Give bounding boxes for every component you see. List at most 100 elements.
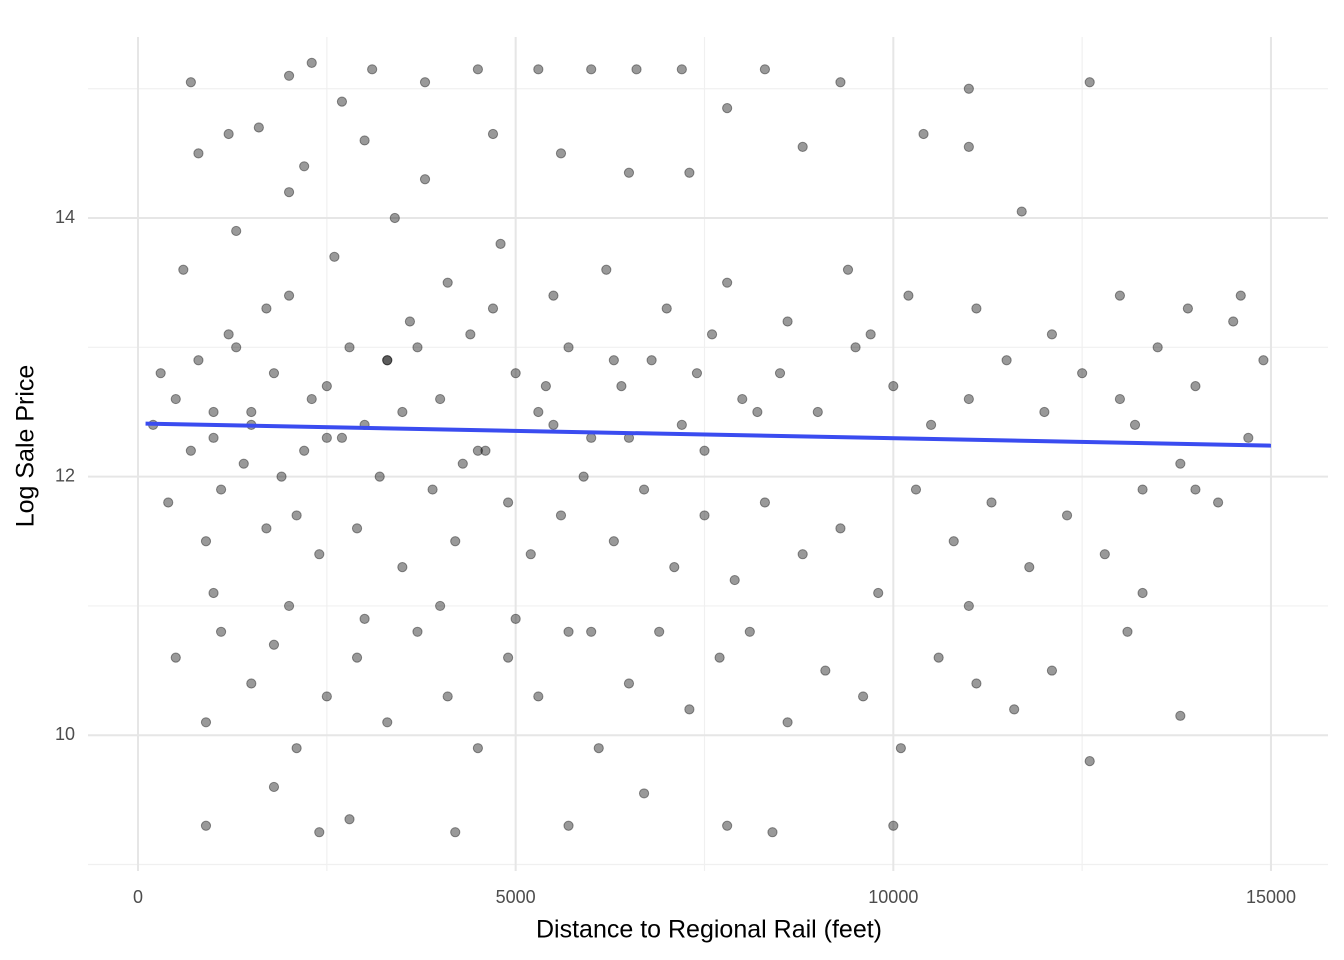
point xyxy=(374,471,385,482)
point xyxy=(321,691,332,702)
point xyxy=(276,471,287,482)
point xyxy=(684,167,695,178)
point xyxy=(797,549,808,560)
point xyxy=(435,600,446,612)
point xyxy=(419,174,431,185)
point xyxy=(412,626,423,637)
point xyxy=(487,128,499,140)
point xyxy=(382,717,393,728)
point xyxy=(314,827,325,838)
point xyxy=(163,497,174,508)
point xyxy=(1175,458,1186,469)
point xyxy=(1039,406,1050,418)
point xyxy=(555,510,567,521)
point xyxy=(397,562,408,573)
point xyxy=(1190,381,1201,392)
point xyxy=(669,562,680,573)
point xyxy=(503,652,514,663)
point xyxy=(1137,484,1148,495)
point xyxy=(555,148,567,159)
point xyxy=(442,691,453,702)
point xyxy=(722,277,733,288)
point xyxy=(563,342,574,353)
point xyxy=(1235,290,1246,301)
point xyxy=(344,342,355,353)
point xyxy=(193,355,204,366)
point xyxy=(359,613,370,624)
point xyxy=(963,83,974,94)
point xyxy=(1228,316,1239,327)
point xyxy=(835,77,846,88)
point xyxy=(963,141,974,153)
point xyxy=(442,277,453,288)
point xyxy=(472,445,483,456)
point xyxy=(344,814,355,825)
point xyxy=(283,290,295,301)
point xyxy=(729,574,740,586)
point xyxy=(291,743,302,754)
point xyxy=(314,549,325,560)
point xyxy=(480,445,491,456)
point xyxy=(1099,549,1110,560)
point xyxy=(291,510,302,521)
point xyxy=(321,432,332,443)
point xyxy=(752,406,763,418)
point xyxy=(200,717,212,728)
point xyxy=(1243,432,1254,443)
point xyxy=(835,523,846,534)
point xyxy=(261,523,272,534)
point xyxy=(842,264,854,275)
point xyxy=(435,393,446,405)
point xyxy=(646,355,657,366)
point xyxy=(699,445,710,456)
point xyxy=(925,419,937,431)
point xyxy=(623,167,635,178)
point xyxy=(351,523,363,534)
point xyxy=(623,678,635,689)
point xyxy=(321,381,332,392)
x-tick-label: 15000 xyxy=(1246,887,1296,907)
point xyxy=(1175,710,1186,721)
point xyxy=(170,393,181,405)
x-axis-title: Distance to Regional Rail (feet) xyxy=(536,916,882,944)
point xyxy=(510,368,521,379)
x-tick-label: 0 xyxy=(133,887,143,907)
point xyxy=(737,393,748,405)
point xyxy=(578,471,589,482)
point xyxy=(283,70,295,81)
point xyxy=(419,77,431,88)
point xyxy=(472,64,483,75)
point xyxy=(722,820,733,831)
point xyxy=(200,536,212,547)
fit-line xyxy=(145,421,1272,448)
point xyxy=(608,355,619,366)
point xyxy=(208,406,219,418)
point xyxy=(253,122,264,133)
point xyxy=(1084,755,1095,767)
point xyxy=(676,64,687,75)
point xyxy=(1114,290,1126,301)
point xyxy=(450,536,461,547)
point xyxy=(306,57,317,68)
point xyxy=(1114,393,1126,405)
point xyxy=(359,135,370,146)
point xyxy=(412,342,423,353)
point xyxy=(548,290,559,301)
point xyxy=(178,264,189,275)
point xyxy=(193,148,204,159)
point xyxy=(661,303,672,314)
point xyxy=(208,587,219,599)
point xyxy=(215,484,227,495)
point xyxy=(654,626,665,637)
point xyxy=(525,549,536,560)
point xyxy=(888,381,899,392)
point xyxy=(336,96,348,107)
point xyxy=(706,329,718,340)
point xyxy=(676,419,687,431)
y-tick-label: 12 xyxy=(55,465,75,485)
point xyxy=(873,587,884,599)
point xyxy=(200,820,212,831)
point xyxy=(268,368,280,379)
point xyxy=(1213,497,1224,508)
point xyxy=(261,303,272,314)
